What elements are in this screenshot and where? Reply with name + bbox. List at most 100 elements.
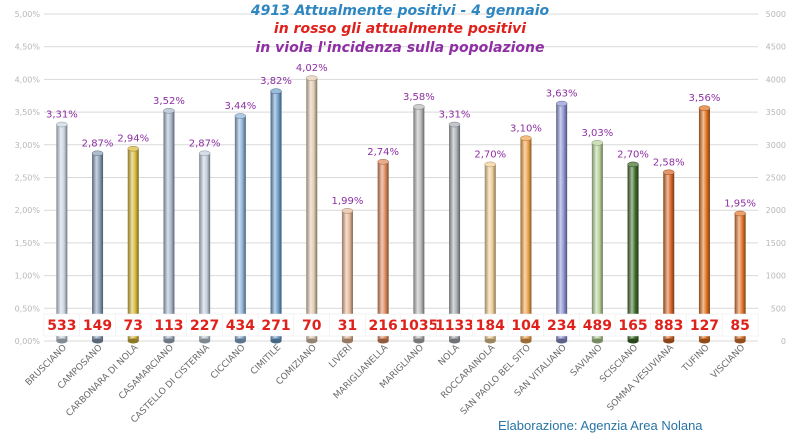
bar-base [127, 338, 139, 344]
bar-base [306, 338, 318, 344]
positives-label: 85 [730, 318, 749, 334]
bar-cap [127, 145, 139, 152]
incidence-label: 1,99% [332, 196, 364, 207]
incidence-label: 3,58% [403, 92, 435, 103]
bar [234, 116, 246, 341]
y-tick-label: 3,00% [15, 141, 41, 150]
positives-label: 165 [618, 318, 647, 334]
category-label: SAVIANO [569, 343, 605, 379]
incidence-label: 2,94% [117, 134, 149, 145]
y2-tick-label: 2000 [766, 206, 786, 215]
incidence-label: 2,58% [653, 157, 685, 168]
bar [556, 103, 568, 342]
bar [698, 108, 710, 342]
bar-cap [448, 121, 461, 128]
incidence-label: 2,70% [474, 149, 506, 160]
incidence-label: 3,10% [510, 123, 542, 134]
y-tick-label: 0,00% [15, 337, 41, 346]
y2-tick-label: 1000 [766, 272, 786, 281]
positives-label: 184 [476, 318, 505, 334]
bar [413, 106, 425, 341]
bar-cap [306, 75, 318, 81]
y2-tick-label: 3500 [766, 108, 786, 117]
bar-cap [56, 121, 68, 128]
y2-tick-label: 1500 [766, 239, 786, 248]
bar [270, 91, 282, 341]
incidence-label: 2,87% [82, 138, 114, 149]
bar-base [199, 338, 211, 344]
incidence-label: 2,70% [617, 149, 649, 160]
gridlines [44, 13, 758, 342]
bar-cap [91, 150, 104, 157]
bar-cap [413, 104, 425, 110]
bar [127, 148, 139, 341]
bar-cap [377, 159, 389, 165]
positives-label: 271 [261, 318, 290, 334]
bar [306, 78, 318, 341]
bar-base [734, 338, 746, 344]
bar [163, 110, 175, 342]
positives-label: 70 [302, 318, 322, 334]
bar [591, 142, 603, 341]
bar [377, 161, 389, 341]
y-tick-label: 1,50% [15, 239, 41, 248]
bar [56, 124, 68, 341]
incidence-label: 3,63% [546, 89, 578, 100]
incidence-label: 3,31% [439, 110, 471, 121]
positives-label: 533 [47, 318, 76, 334]
y-tick-label: 5,00% [15, 10, 41, 19]
category-label: TUFINO [680, 343, 712, 375]
incidence-label: 4,02% [296, 63, 328, 74]
incidence-label: 3,82% [260, 76, 292, 87]
bar-base [413, 338, 425, 344]
bar [449, 124, 461, 341]
bar-cap [663, 169, 675, 176]
bar-cap [270, 88, 282, 94]
positives-label: 127 [690, 318, 719, 334]
y-tick-label: 2,00% [15, 206, 41, 215]
y2-tick-label: 4000 [766, 75, 786, 84]
positives-label: 434 [226, 318, 255, 334]
incidence-label: 1,95% [724, 198, 756, 209]
y-tick-label: 2,50% [15, 174, 41, 183]
incidence-label: 2,74% [367, 147, 399, 158]
bar-base [663, 338, 675, 344]
positives-label: 883 [654, 318, 683, 334]
bar-cap [555, 100, 568, 107]
category-label: LIVERI [327, 343, 354, 370]
positives-label: 149 [83, 318, 112, 334]
positives-label: 1133 [435, 318, 474, 334]
chart-title: 4913 Attualmente positivi - 4 gennaio [250, 3, 550, 19]
bar-base [234, 338, 246, 344]
bar-base [377, 338, 389, 344]
bar-cap [234, 113, 247, 119]
bar-cap [484, 161, 496, 168]
category-label: NOLA [437, 342, 462, 367]
bar-cap [341, 208, 354, 214]
bar-base [270, 338, 282, 344]
bar-cap [163, 108, 175, 114]
category-label: CARBONARA DI NOLA [65, 342, 141, 418]
positives-label: 104 [511, 318, 540, 334]
y2-tick-label: 3000 [766, 141, 786, 150]
y-tick-label: 1,00% [15, 272, 41, 281]
category-label: VISCIANO [709, 343, 747, 381]
bar-base [484, 338, 496, 344]
y-tick-label: 4,00% [15, 75, 41, 84]
bar-cap [698, 105, 711, 111]
y-tick-label: 3,50% [15, 108, 41, 117]
bar-base [627, 338, 639, 344]
category-label: CICCIANO [209, 343, 247, 381]
incidence-label: 3,44% [224, 101, 256, 112]
bar-base [163, 338, 175, 344]
bar [92, 153, 104, 341]
bar [627, 164, 639, 341]
positives-box [721, 313, 759, 337]
bar-base [56, 338, 68, 344]
credit-text: Elaborazione: Agenzia Area Nolana [498, 418, 703, 433]
positives-label: 489 [583, 318, 612, 334]
positives-label: 1035 [399, 318, 438, 334]
bar-cap [591, 140, 604, 146]
